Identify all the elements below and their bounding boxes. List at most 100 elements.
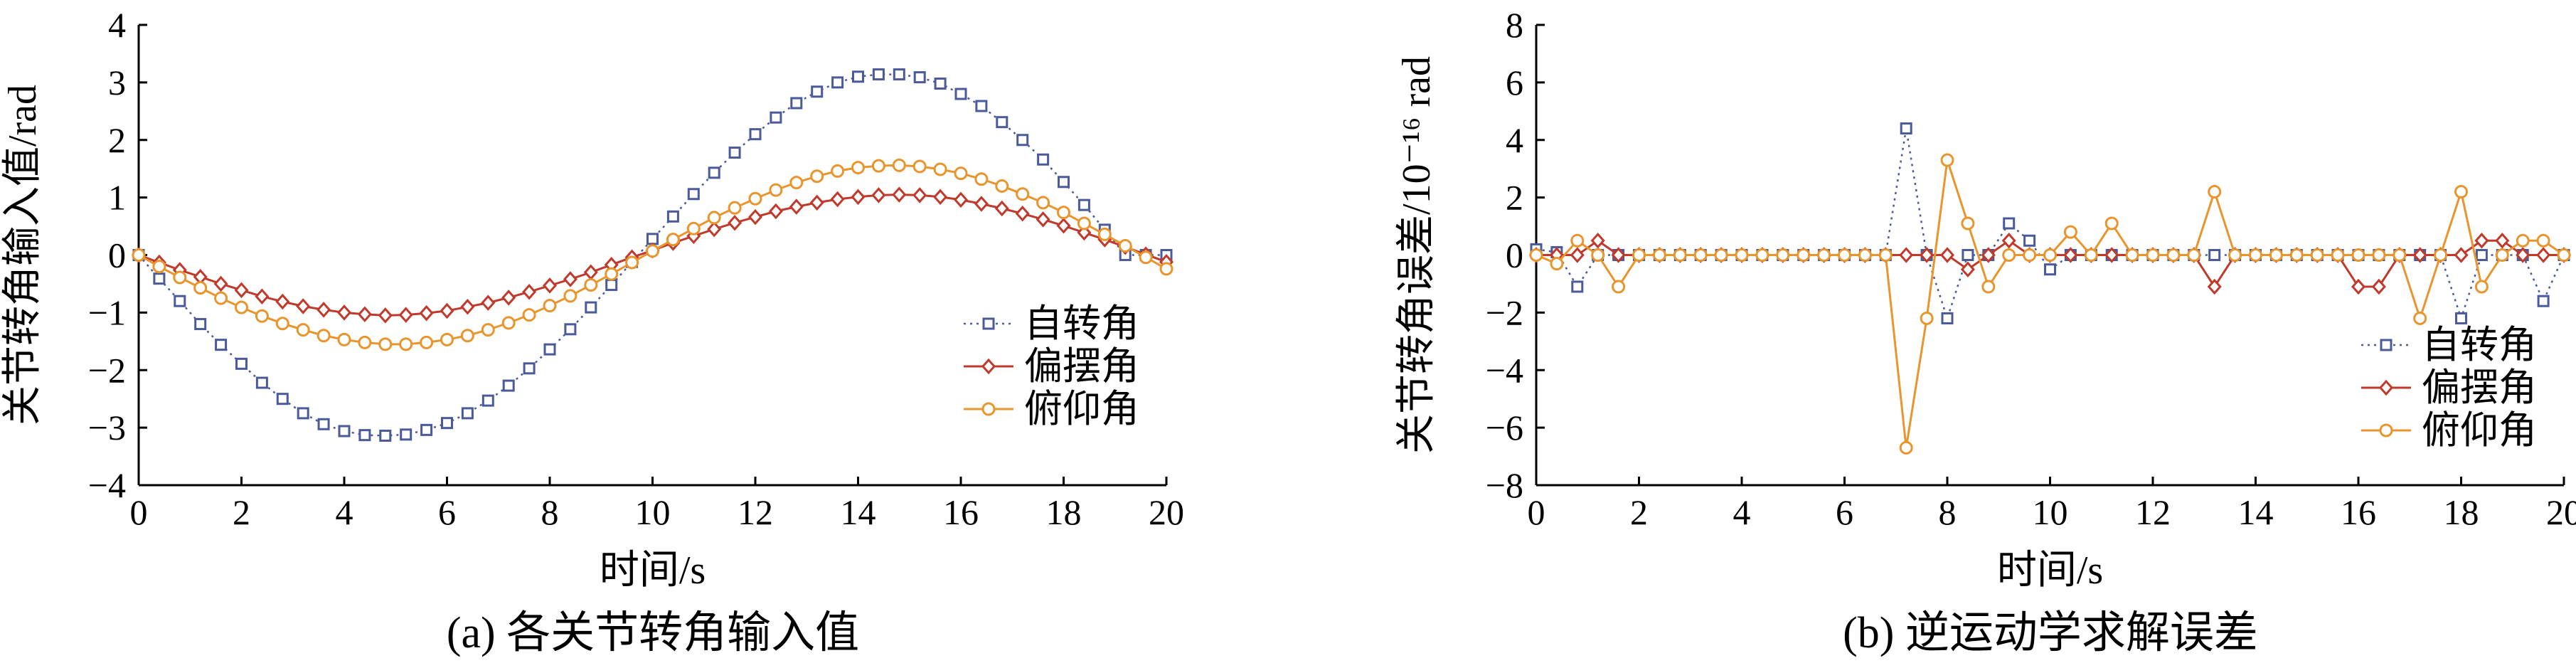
data-point	[666, 210, 679, 223]
data-point	[1036, 211, 1050, 228]
data-point	[2001, 233, 2016, 249]
data-point	[357, 306, 372, 323]
legend-marker	[982, 317, 995, 330]
data-point	[2249, 248, 2262, 262]
data-point	[1139, 250, 1153, 265]
data-point	[1611, 247, 1626, 263]
data-point	[2084, 248, 2098, 262]
data-point	[481, 394, 494, 407]
data-point	[563, 289, 578, 303]
data-point	[543, 299, 557, 313]
data-point	[234, 282, 249, 299]
data-point	[2063, 247, 2078, 263]
legend-label: 偏摆角	[2422, 366, 2537, 409]
data-point	[2331, 248, 2345, 262]
data-point	[747, 208, 763, 226]
y-tick-label: 2	[1506, 178, 1523, 218]
data-point	[810, 169, 824, 184]
x-tick-label: 12	[738, 492, 773, 532]
data-point	[2372, 248, 2386, 262]
x-tick-label: 14	[841, 492, 876, 532]
data-point	[337, 332, 351, 346]
data-point	[378, 337, 393, 351]
x-tick-label: 20	[2546, 492, 2576, 532]
data-point	[686, 221, 701, 235]
x-tick-label: 8	[1939, 492, 1957, 532]
data-point	[769, 183, 783, 197]
data-point	[584, 278, 598, 292]
data-point	[2351, 248, 2365, 262]
x-tick-label: 4	[1733, 492, 1751, 532]
data-point	[768, 203, 783, 220]
data-point	[2023, 234, 2036, 247]
data-point	[1962, 249, 1974, 261]
x-tick-label: 0	[130, 492, 148, 532]
data-point	[316, 329, 331, 343]
y-tick-label: 8	[1506, 5, 1523, 45]
data-point	[585, 301, 597, 314]
data-point	[1961, 216, 1975, 230]
data-point	[522, 308, 536, 322]
data-point	[1900, 122, 1912, 135]
data-point	[975, 100, 988, 112]
data-point	[358, 335, 372, 349]
data-point	[2474, 280, 2489, 294]
y-tick-label: 0	[1506, 235, 1523, 275]
data-point	[748, 191, 762, 206]
y-tick-label: 4	[108, 5, 126, 45]
data-point	[543, 343, 556, 356]
data-point	[542, 277, 558, 294]
data-point	[790, 97, 803, 110]
data-point	[2434, 248, 2448, 262]
y-tick-label: 0	[108, 235, 126, 275]
data-point	[481, 295, 496, 311]
y-tick-label: −1	[88, 292, 126, 332]
data-point	[809, 194, 824, 211]
data-point	[2371, 278, 2386, 295]
data-point	[1673, 248, 1687, 262]
data-point	[460, 329, 474, 343]
data-point	[1015, 206, 1030, 222]
data-point	[852, 70, 864, 83]
data-point	[461, 407, 474, 420]
data-point	[2207, 278, 2222, 295]
data-point	[1920, 311, 1934, 325]
data-point	[892, 158, 906, 172]
chart-caption: (b) 逆运动学求解误差	[1843, 609, 2258, 657]
y-tick-label: −4	[88, 465, 126, 505]
x-tick-label: 14	[2238, 492, 2274, 532]
y-tick-label: −6	[1486, 408, 1523, 447]
data-point	[2536, 247, 2551, 263]
data-point	[1981, 247, 1996, 263]
data-point	[2537, 295, 2550, 307]
data-point	[687, 188, 700, 201]
data-point	[1591, 248, 1605, 262]
data-point	[2002, 248, 2016, 262]
data-point	[996, 116, 1008, 129]
series-3	[132, 158, 1173, 351]
data-point	[523, 362, 536, 375]
data-point	[2063, 225, 2077, 239]
data-point	[2474, 233, 2489, 249]
series-3	[1529, 153, 2571, 455]
data-point	[625, 255, 639, 270]
x-tick-label: 10	[2033, 492, 2068, 532]
data-point	[379, 429, 392, 442]
data-point	[728, 147, 741, 159]
x-axis-label: 时间/s	[1997, 548, 2103, 593]
data-point	[789, 198, 804, 215]
data-point	[1118, 239, 1132, 253]
data-point	[851, 161, 865, 175]
data-point	[707, 211, 721, 225]
data-point	[2536, 233, 2550, 248]
data-point	[255, 309, 269, 323]
data-point	[2125, 248, 2139, 262]
data-point	[1899, 440, 1913, 455]
data-point	[831, 164, 845, 178]
data-point	[2208, 185, 2222, 199]
y-axis-label: 关节转角输入值/rad	[1, 85, 45, 425]
data-point	[2208, 249, 2221, 261]
data-point	[892, 186, 907, 203]
data-point	[2104, 216, 2119, 230]
